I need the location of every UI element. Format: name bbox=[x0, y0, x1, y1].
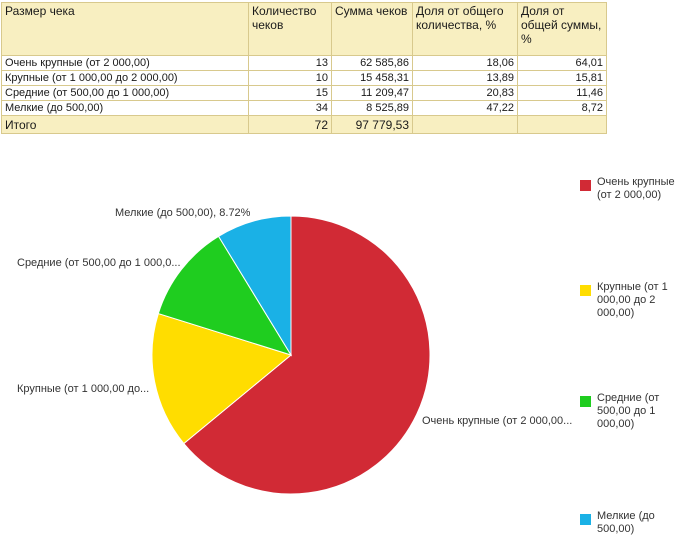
row-count: 15 bbox=[248, 85, 332, 101]
row-sum-share: 15,81 bbox=[517, 70, 607, 86]
row-sum: 11 209,47 bbox=[331, 85, 413, 101]
pie-chart: Очень крупные (от 2 000,00... Крупные (от… bbox=[17, 207, 572, 495]
row-size-label: Очень крупные (от 2 000,00) bbox=[1, 55, 249, 71]
header-check-count[interactable]: Количество чеков bbox=[248, 2, 332, 56]
legend-label-medium: Средние (от 500,00 до 1 000,00) bbox=[597, 392, 660, 430]
legend-label-very-large: Очень крупные (от 2 000,00) bbox=[597, 176, 675, 201]
pie-label-very-large: Очень крупные (от 2 000,00... bbox=[422, 415, 572, 427]
row-size-label: Крупные (от 1 000,00 до 2 000,00) bbox=[1, 70, 249, 86]
row-sum: 15 458,31 bbox=[331, 70, 413, 86]
legend-swatch-large bbox=[580, 285, 591, 296]
table-row[interactable]: Мелкие (до 500,00) 34 8 525,89 47,22 8,7… bbox=[1, 100, 607, 116]
pie-slice-large[interactable] bbox=[151, 312, 293, 445]
table-total-row[interactable]: Итого 72 97 779,53 bbox=[1, 115, 607, 134]
row-sum-share: 64,01 bbox=[517, 55, 607, 71]
pie-label-small: Мелкие (до 500,00), 8.72% bbox=[115, 207, 251, 219]
pie-label-large: Крупные (от 1 000,00 до... bbox=[17, 383, 149, 395]
legend-swatch-small bbox=[580, 514, 591, 525]
legend-label-small: Мелкие (до 500,00) bbox=[597, 510, 655, 535]
pie-slices bbox=[151, 215, 431, 495]
header-sum-share[interactable]: Доля от общей суммы, % bbox=[517, 2, 607, 56]
row-count-share: 20,83 bbox=[412, 85, 518, 101]
header-count-share[interactable]: Доля от общего количества, % bbox=[412, 2, 518, 56]
table-header-row: Размер чека Количество чеков Сумма чеков… bbox=[1, 2, 607, 56]
row-sum-share: 8,72 bbox=[517, 100, 607, 116]
row-count-share: 47,22 bbox=[412, 100, 518, 116]
row-size-label: Мелкие (до 500,00) bbox=[1, 100, 249, 116]
row-count-share: 13,89 bbox=[412, 70, 518, 86]
header-check-sum[interactable]: Сумма чеков bbox=[331, 2, 413, 56]
total-sum: 97 779,53 bbox=[331, 115, 413, 134]
row-sum: 62 585,86 bbox=[331, 55, 413, 71]
row-size-label: Средние (от 500,00 до 1 000,00) bbox=[1, 85, 249, 101]
total-empty-cell bbox=[412, 115, 518, 134]
row-count: 34 bbox=[248, 100, 332, 116]
total-count: 72 bbox=[248, 115, 332, 134]
pie-slice-very-large[interactable] bbox=[183, 215, 431, 495]
row-count-share: 18,06 bbox=[412, 55, 518, 71]
row-count: 10 bbox=[248, 70, 332, 86]
pie-slice-small[interactable] bbox=[217, 215, 292, 357]
row-count: 13 bbox=[248, 55, 332, 71]
pie-label-medium: Средние (от 500,00 до 1 000,0... bbox=[17, 257, 181, 269]
table-row[interactable]: Крупные (от 1 000,00 до 2 000,00) 10 15 … bbox=[1, 70, 607, 86]
pie-slice-medium[interactable] bbox=[157, 235, 293, 356]
pie-labels: Очень крупные (от 2 000,00... Крупные (от… bbox=[17, 207, 572, 427]
legend-swatch-medium bbox=[580, 396, 591, 407]
table-row[interactable]: Очень крупные (от 2 000,00) 13 62 585,86… bbox=[1, 55, 607, 71]
legend-swatch-very-large bbox=[580, 180, 591, 191]
table-row[interactable]: Средние (от 500,00 до 1 000,00) 15 11 20… bbox=[1, 85, 607, 101]
legend-label-large: Крупные (от 1 000,00 до 2 000,00) bbox=[597, 281, 668, 319]
row-sum-share: 11,46 bbox=[517, 85, 607, 101]
header-check-size[interactable]: Размер чека bbox=[1, 2, 249, 56]
total-label: Итого bbox=[1, 115, 249, 134]
report-table: Размер чека Количество чеков Сумма чеков… bbox=[1, 2, 607, 134]
total-empty-cell bbox=[517, 115, 607, 134]
row-sum: 8 525,89 bbox=[331, 100, 413, 116]
